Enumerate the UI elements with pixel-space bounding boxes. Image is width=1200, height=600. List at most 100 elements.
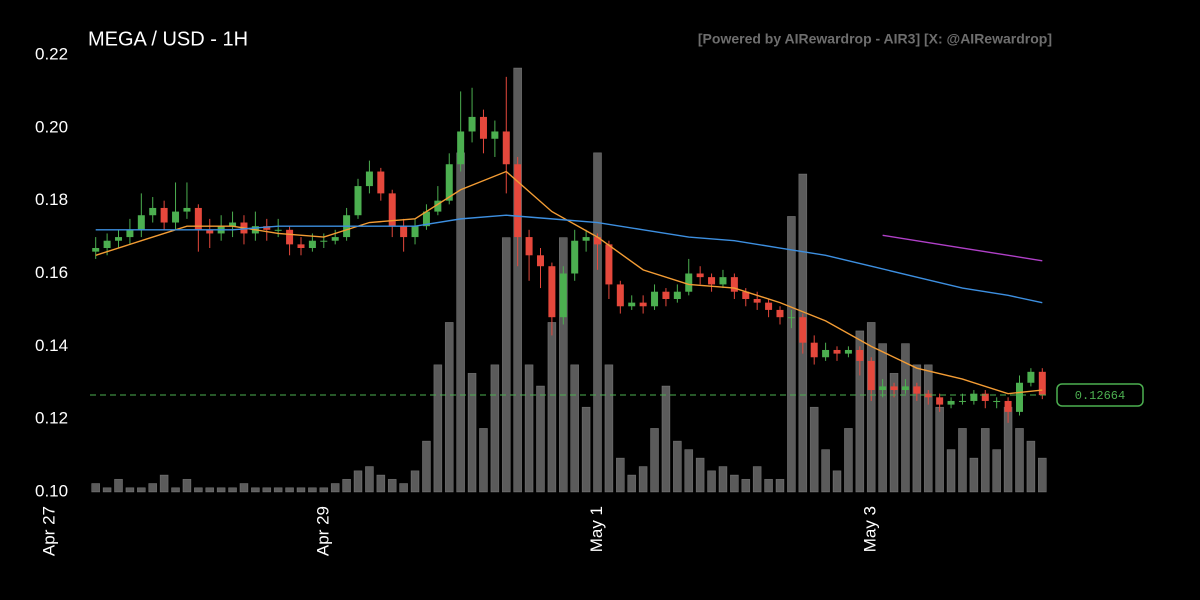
volume-bar (216, 487, 226, 493)
volume-bar (444, 322, 454, 493)
volume-bar (969, 457, 979, 493)
volume-bar (752, 466, 762, 493)
candle-body (172, 211, 180, 223)
x-tick-label: Apr 27 (40, 506, 59, 556)
volume-bar (353, 470, 363, 493)
candle-body (901, 386, 909, 391)
volume-bar (741, 478, 751, 493)
candle-body (833, 349, 841, 354)
candle-body (320, 240, 328, 242)
candle-body (776, 309, 784, 318)
candle-body (685, 273, 693, 292)
volume-bar (467, 372, 477, 493)
volume-bar (661, 385, 671, 493)
candle-body (594, 237, 602, 245)
volume-bar (239, 483, 249, 493)
volume-bar (980, 428, 990, 493)
candle-body (616, 284, 624, 307)
candle-body (708, 277, 716, 285)
volume-bar (923, 364, 933, 493)
candle-body (936, 397, 944, 405)
volume-bar (433, 364, 443, 493)
candle-body (411, 226, 419, 238)
candle-body (434, 200, 442, 212)
candle-body (856, 349, 864, 361)
volume-bar (330, 483, 340, 493)
candle-body (183, 207, 191, 212)
candle-body (867, 360, 875, 391)
volume-bar (376, 474, 386, 493)
candle-body (799, 317, 807, 343)
candle-body (742, 291, 750, 299)
candle-body (605, 244, 613, 285)
candle-body (514, 164, 522, 238)
volume-bar (194, 487, 203, 493)
volume-bar (730, 474, 739, 493)
candle-body (913, 386, 921, 394)
candle-body (308, 240, 316, 249)
candle-body (673, 291, 681, 299)
volume-bar (1026, 440, 1036, 493)
candle-body (126, 229, 134, 238)
candle-body (445, 164, 453, 201)
volume-bar (501, 237, 511, 493)
candle-body (149, 207, 157, 216)
volume-bar (490, 364, 500, 493)
candle-body (719, 277, 727, 285)
candle-body (229, 222, 237, 227)
volume-bar (422, 440, 431, 493)
volume-bar (581, 406, 591, 493)
candle-body (491, 131, 499, 139)
candle-body (331, 237, 339, 241)
candle-body (1038, 371, 1046, 396)
y-tick-label: 0.10 (35, 481, 68, 500)
volume-bar (479, 428, 488, 493)
y-tick-label: 0.20 (35, 117, 68, 136)
chart-title: MEGA / USD - 1H (88, 28, 248, 50)
candle-body (651, 291, 659, 307)
x-tick-label: Apr 29 (313, 506, 332, 556)
candle-body (639, 302, 647, 307)
moving-average-line (95, 214, 1043, 304)
volume-bar (365, 466, 374, 493)
volume-bar (159, 474, 169, 493)
candle-body (502, 131, 510, 165)
volume-bar (627, 474, 637, 493)
volume-bar (707, 470, 716, 493)
volume-bar (809, 406, 819, 493)
y-tick-label: 0.14 (35, 336, 68, 355)
volume-bar (695, 457, 705, 493)
volume-bar (228, 487, 237, 493)
volume-bar (1037, 457, 1047, 493)
candle-body (810, 342, 818, 358)
candle-body (753, 298, 761, 303)
volume-bar (137, 487, 146, 493)
volume-bar (410, 470, 420, 493)
volume-bar (273, 487, 283, 493)
volume-bar (604, 364, 614, 493)
volume-bar (638, 466, 648, 493)
candle-body (286, 229, 294, 245)
volume-bar (889, 372, 899, 493)
volume-bar (102, 487, 112, 493)
x-tick-label: May 3 (861, 506, 880, 552)
candle-body (970, 393, 978, 401)
volume-bar (901, 343, 910, 493)
y-tick-label: 0.18 (35, 190, 68, 209)
candle-body (103, 240, 111, 249)
volume-bar (296, 487, 306, 493)
volume-bar (251, 487, 260, 493)
volume-bar (832, 470, 842, 493)
candle-body (422, 211, 430, 227)
volume-bar (387, 478, 397, 493)
volume-bar (342, 478, 351, 493)
volume-bar (912, 364, 922, 493)
last-price-box (1056, 383, 1144, 407)
volume-bar (536, 385, 545, 493)
volume-bar (262, 487, 272, 493)
volume-bar (570, 364, 580, 493)
candle-body (958, 400, 966, 402)
candle-body (1027, 371, 1035, 383)
candle-body (696, 273, 704, 278)
